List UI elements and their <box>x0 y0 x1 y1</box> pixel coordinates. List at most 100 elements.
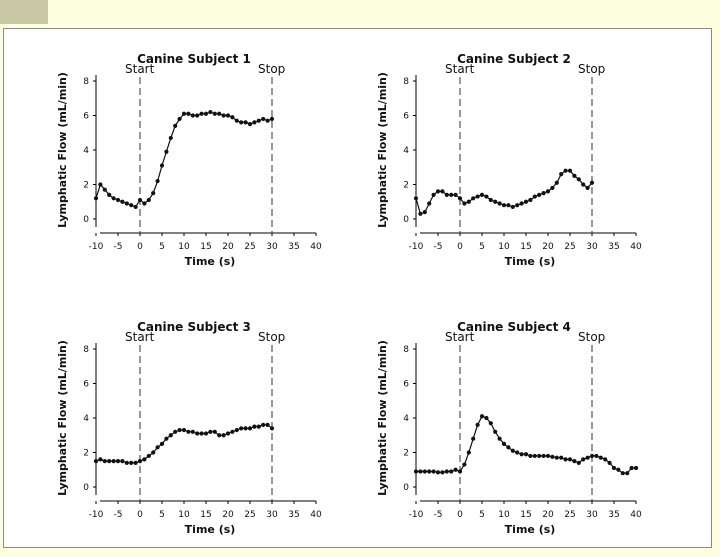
data-point <box>449 469 454 474</box>
data-point <box>243 120 248 125</box>
data-point <box>195 431 200 436</box>
data-point <box>115 197 121 203</box>
data-point <box>479 192 485 197</box>
data-point <box>545 189 551 194</box>
data-point <box>515 450 520 455</box>
start-marker-label: Start <box>445 330 475 344</box>
data-point <box>501 203 507 208</box>
data-point <box>589 180 595 185</box>
y-tick-label: 0 <box>83 215 89 225</box>
data-point <box>629 465 634 471</box>
x-tick-label: 5 <box>479 242 485 252</box>
data-point <box>155 445 160 450</box>
data-point <box>427 469 432 474</box>
data-point <box>247 426 253 431</box>
data-point <box>519 201 524 206</box>
data-point <box>457 196 463 201</box>
data-point <box>633 465 639 471</box>
corner-accent-square <box>0 0 48 24</box>
data-point <box>261 116 266 122</box>
y-tick-label: 4 <box>403 414 409 424</box>
x-tick-label: 10 <box>178 510 190 520</box>
y-tick-label: 6 <box>83 112 89 122</box>
data-point <box>532 194 537 199</box>
data-point <box>173 123 178 128</box>
data-point <box>190 429 195 434</box>
x-tick-label: 30 <box>586 242 598 252</box>
data-point <box>435 470 441 475</box>
chart-subject-4: Canine Subject 4 Lymphatic Flow (mL/min) 0… <box>376 320 642 536</box>
data-point <box>506 445 511 450</box>
data-point <box>146 197 151 203</box>
data-point <box>493 199 498 204</box>
data-point <box>234 427 239 433</box>
data-point <box>151 450 156 455</box>
data-point <box>265 422 270 427</box>
data-point <box>120 199 125 204</box>
data-point <box>440 470 445 475</box>
x-tick-label: 15 <box>520 242 531 252</box>
y-axis-label: Lymphatic Flow (mL/min) <box>56 72 69 228</box>
y-tick-label: 4 <box>83 146 89 156</box>
x-tick-label: -10 <box>409 510 424 520</box>
data-point <box>510 204 515 210</box>
data-point <box>581 457 586 462</box>
data-point <box>585 185 590 191</box>
y-tick-label: 6 <box>83 380 89 390</box>
y-tick-label: 2 <box>83 449 89 459</box>
data-point <box>598 455 603 460</box>
data-point <box>164 436 169 441</box>
x-tick-label: 40 <box>630 510 642 520</box>
x-tick-label: -5 <box>434 242 443 252</box>
data-point <box>234 118 239 123</box>
x-tick-label: 5 <box>479 510 485 520</box>
data-point <box>217 433 222 438</box>
data-point <box>497 436 502 441</box>
data-point <box>435 189 441 194</box>
data-point <box>541 453 546 459</box>
x-tick-label: 25 <box>564 242 575 252</box>
x-tick-label: -5 <box>114 242 123 252</box>
data-point <box>620 471 625 476</box>
data-point <box>537 453 542 459</box>
data-point <box>501 441 507 446</box>
y-tick-label: 0 <box>83 483 89 493</box>
chart-subject-3: Canine Subject 3 Lymphatic Flow (mL/min) 0… <box>56 320 322 536</box>
chart-subject-2: Canine Subject 2 Lymphatic Flow (mL/min) 0… <box>376 52 642 268</box>
data-point <box>422 210 427 215</box>
data-point <box>462 462 467 467</box>
data-point <box>453 192 458 197</box>
data-point <box>261 422 266 427</box>
series-line <box>95 111 273 208</box>
data-point <box>466 199 471 204</box>
x-axis-label: Time (s) <box>505 255 556 268</box>
x-tick-label: 15 <box>200 242 211 252</box>
data-point <box>554 180 559 185</box>
data-point <box>217 111 222 116</box>
x-tick-label: 0 <box>457 510 463 520</box>
x-tick-label: 30 <box>586 510 598 520</box>
data-point <box>203 111 209 116</box>
data-point <box>142 457 147 462</box>
data-point <box>177 116 182 122</box>
start-marker-label: Start <box>125 62 155 76</box>
data-point <box>585 455 590 460</box>
chart-title: Canine Subject 2 <box>457 52 571 66</box>
data-point <box>102 187 107 192</box>
y-axis-label: Lymphatic Flow (mL/min) <box>376 340 389 496</box>
y-tick-label: 8 <box>403 345 409 355</box>
data-point <box>484 194 489 199</box>
x-tick-label: 35 <box>288 510 299 520</box>
data-point <box>159 163 165 168</box>
data-point <box>475 422 480 427</box>
data-point <box>142 201 147 206</box>
x-tick-label: 0 <box>137 242 143 252</box>
y-tick-label: 6 <box>403 112 409 122</box>
data-point <box>155 178 160 184</box>
data-point <box>151 191 156 196</box>
data-point <box>111 196 116 201</box>
data-point <box>493 429 498 434</box>
data-point <box>563 168 568 173</box>
data-point <box>550 454 555 459</box>
data-point <box>413 196 419 201</box>
